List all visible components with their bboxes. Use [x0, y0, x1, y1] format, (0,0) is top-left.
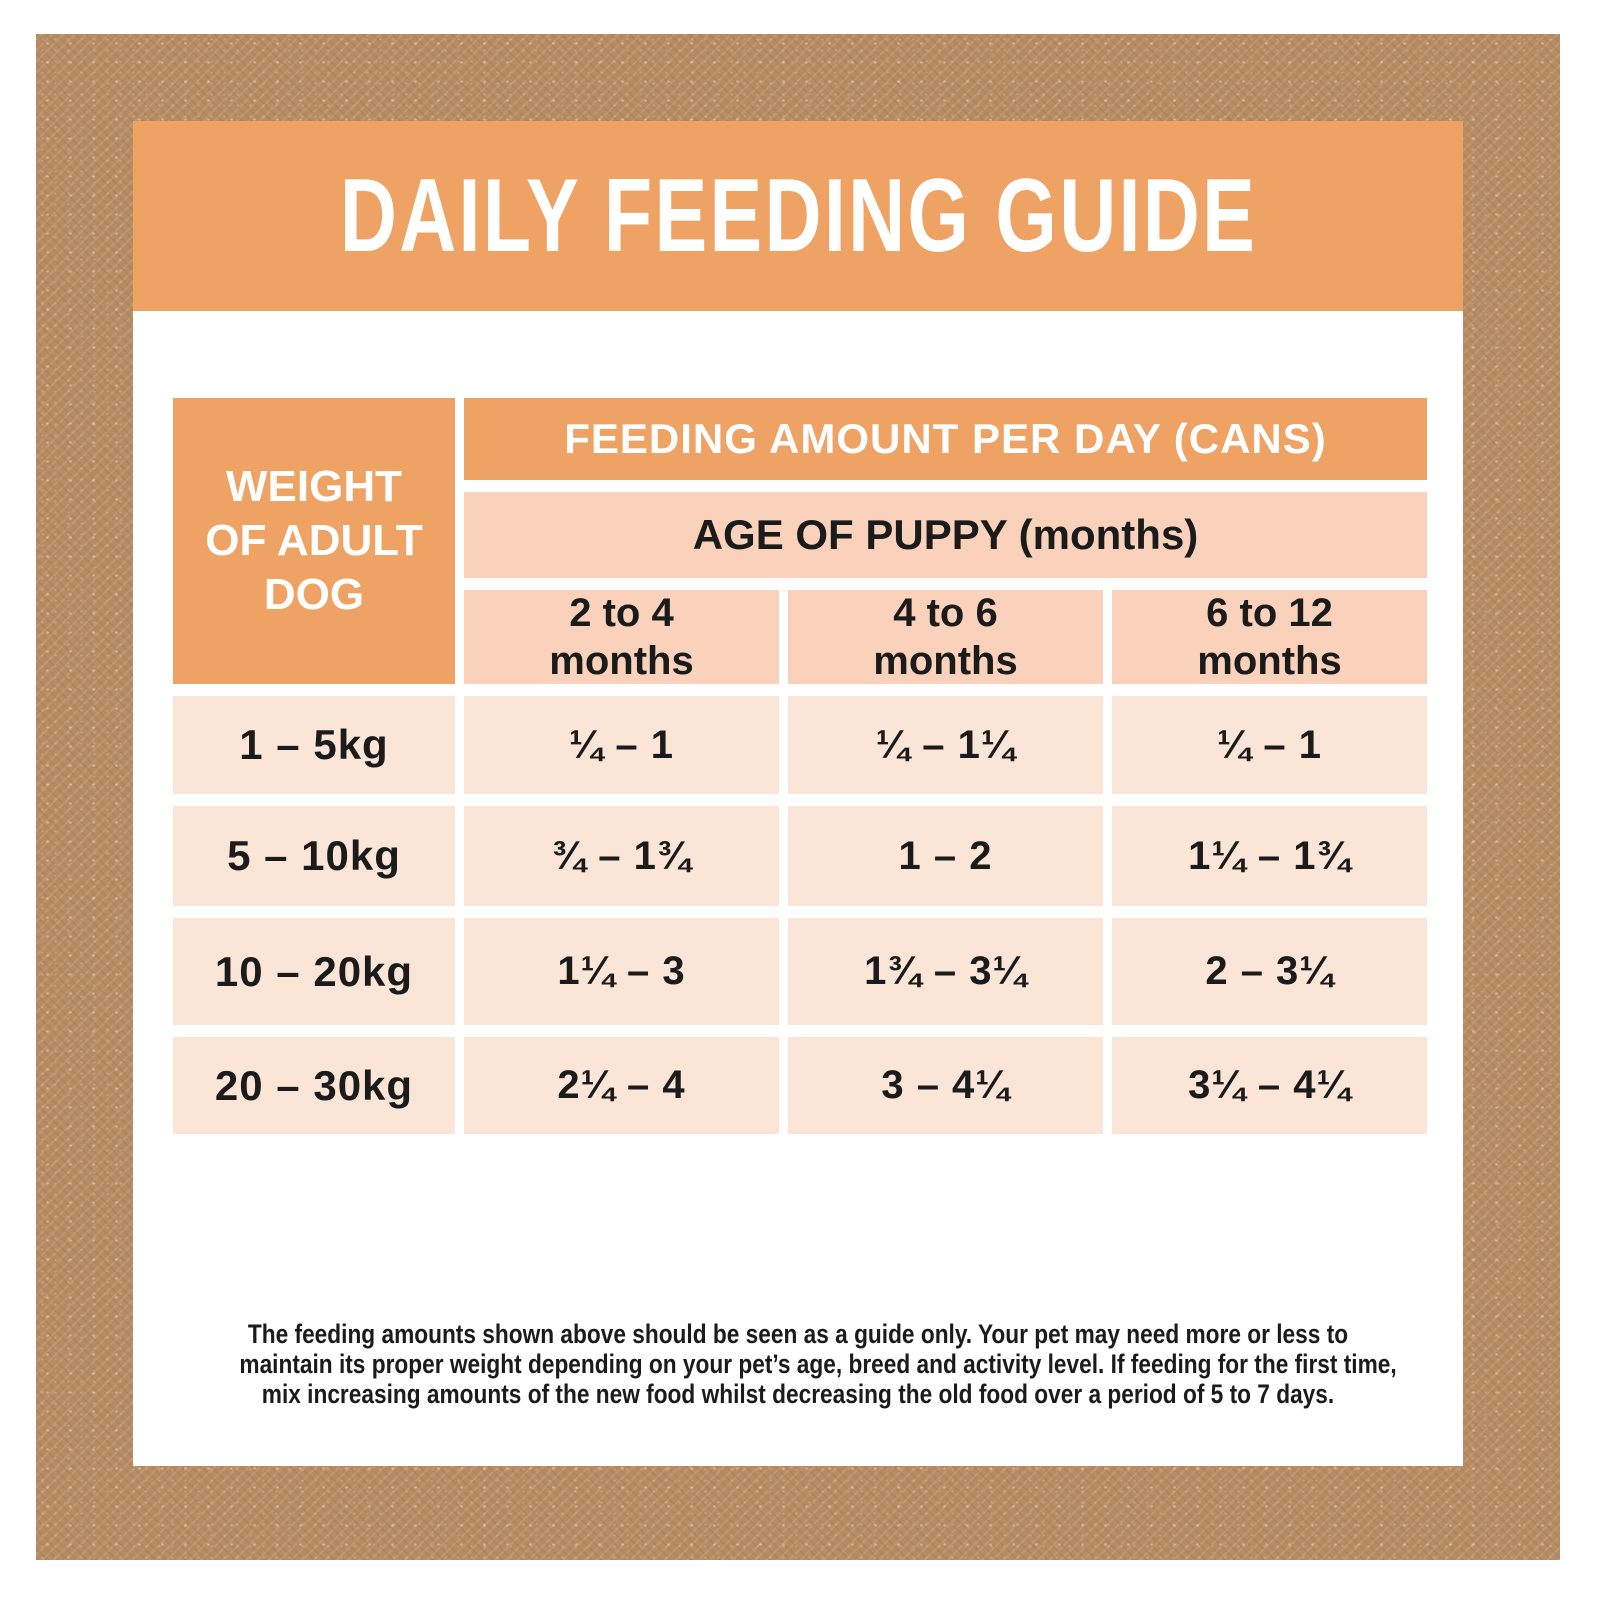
value-cell-row2-col2: 1 – 2: [788, 806, 1103, 906]
guide-panel: DAILY FEEDING GUIDE WEIGHT OF ADULT DOG …: [133, 121, 1463, 1466]
value-cell-row4-col1: 2¼ – 4: [464, 1037, 779, 1134]
disclaimer-line-3: mix increasing amounts of the new food w…: [261, 1379, 1335, 1409]
value-cell-row3-col2: 1¾ – 3¼: [788, 918, 1103, 1025]
weight-cell-row1: 1 – 5kg: [173, 696, 455, 794]
value-cell-row3-col1: 1¼ – 3: [464, 918, 779, 1025]
value-cell-row3-col3: 2 – 3¼: [1112, 918, 1427, 1025]
weight-cell-row3: 10 – 20kg: [173, 918, 455, 1025]
weight-of-adult-dog-header: WEIGHT OF ADULT DOG: [173, 398, 455, 684]
disclaimer-line-2: maintain its proper weight depending on …: [239, 1349, 1397, 1379]
value-cell-row2-col1: ¾ – 1¾: [464, 806, 779, 906]
value-cell-row4-col3: 3¼ – 4¼: [1112, 1037, 1427, 1134]
value-cell-row2-col3: 1¼ – 1¾: [1112, 806, 1427, 906]
age-of-puppy-header: AGE OF PUPPY (months): [464, 492, 1427, 578]
title-banner: DAILY FEEDING GUIDE: [133, 121, 1463, 311]
value-cell-row1-col1: ¼ – 1: [464, 696, 779, 794]
feeding-table: WEIGHT OF ADULT DOG FEEDING AMOUNT PER D…: [173, 398, 1427, 1134]
value-cell-row4-col2: 3 – 4¼: [788, 1037, 1103, 1134]
disclaimer-text: The feeding amounts shown above should b…: [239, 1319, 1397, 1409]
age-column-header-2-to-4: 2 to 4 months: [464, 590, 779, 684]
value-cell-row1-col3: ¼ – 1: [1112, 696, 1427, 794]
age-column-header-4-to-6: 4 to 6 months: [788, 590, 1103, 684]
disclaimer-line-1: The feeding amounts shown above should b…: [247, 1319, 1349, 1349]
page-title: DAILY FEEDING GUIDE: [339, 157, 1257, 274]
age-column-header-6-to-12: 6 to 12 months: [1112, 590, 1427, 684]
weight-cell-row2: 5 – 10kg: [173, 806, 455, 906]
feeding-amount-header: FEEDING AMOUNT PER DAY (CANS): [464, 398, 1427, 480]
weight-cell-row4: 20 – 30kg: [173, 1037, 455, 1134]
value-cell-row1-col2: ¼ – 1¼: [788, 696, 1103, 794]
